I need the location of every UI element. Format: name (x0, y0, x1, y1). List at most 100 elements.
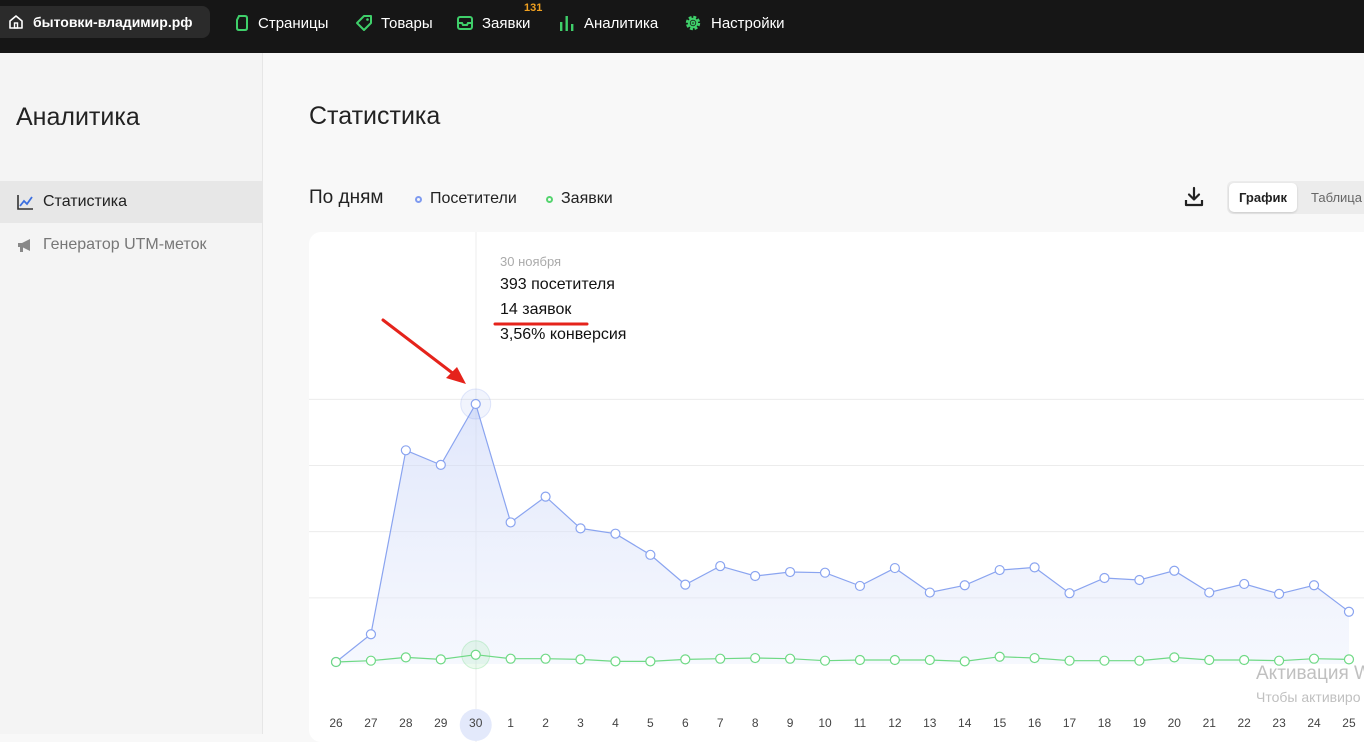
x-tick-label: 6 (682, 716, 689, 730)
x-tick-label: 16 (1028, 716, 1042, 730)
x-tick-label: 11 (854, 716, 867, 730)
nav-pages[interactable]: Страницы (234, 13, 328, 33)
tab-chart[interactable]: График (1229, 183, 1297, 212)
leads-point[interactable] (959, 656, 970, 667)
download-icon[interactable] (1183, 186, 1205, 208)
visitors-point[interactable] (575, 523, 586, 534)
visitors-point[interactable] (610, 528, 621, 539)
visitors-point[interactable] (784, 566, 796, 578)
visitors-point[interactable] (750, 570, 761, 582)
nav-analytics[interactable]: Аналитика (558, 13, 658, 33)
tooltip-conversion: 3,56% конверсия (500, 326, 627, 343)
leads-point[interactable] (1204, 654, 1215, 666)
top-navigation-bar: бытовки-владимир.рф Страницы Товары Заяв… (0, 0, 1364, 53)
legend-visitors[interactable]: Посетители (415, 190, 517, 208)
visitors-point[interactable] (924, 587, 935, 598)
x-tick-label: 2 (542, 716, 549, 730)
visitors-point[interactable] (1204, 587, 1215, 598)
visitors-point[interactable] (889, 562, 900, 574)
leads-point[interactable] (435, 654, 446, 665)
legend-dot (546, 195, 553, 203)
nav-products[interactable]: Товары (355, 13, 433, 33)
nav-products-label: Товары (381, 14, 433, 32)
leads-point[interactable] (1064, 655, 1075, 666)
visitors-point[interactable] (1169, 565, 1180, 576)
leads-point[interactable] (680, 654, 691, 665)
leads-point[interactable] (1343, 654, 1355, 665)
tab-table[interactable]: Таблица (1311, 190, 1362, 205)
visitors-point[interactable] (645, 549, 656, 560)
x-tick-label: 5 (647, 716, 654, 730)
x-tick-label: 21 (1203, 716, 1217, 730)
visitors-point[interactable] (505, 517, 516, 528)
leads-point[interactable] (540, 653, 551, 664)
leads-point[interactable] (715, 653, 726, 664)
visitors-point[interactable] (540, 491, 551, 502)
tooltip-visitors: 393 посетителя (500, 276, 615, 293)
leads-point[interactable] (854, 654, 866, 666)
leads-point[interactable] (470, 649, 481, 660)
visitors-point[interactable] (435, 459, 446, 470)
legend-dot (415, 195, 422, 203)
visitors-point[interactable] (1099, 572, 1110, 584)
leads-point[interactable] (575, 654, 586, 665)
windows-activation-watermark-title: Активация W (1256, 663, 1364, 684)
visitors-point[interactable] (400, 445, 411, 456)
leads-point[interactable] (750, 652, 761, 664)
site-switcher[interactable]: бытовки-владимир.рф (0, 6, 210, 38)
visitors-point[interactable] (1308, 580, 1320, 591)
leads-point[interactable] (994, 651, 1005, 662)
leads-point[interactable] (505, 653, 516, 664)
leads-count-badge: 131 (524, 2, 543, 14)
visitors-point[interactable] (715, 560, 726, 572)
leads-point[interactable] (1274, 655, 1285, 666)
sidebar: Аналитика Статистика Генератор UTM-меток (0, 53, 263, 734)
visitors-point[interactable] (819, 567, 831, 578)
visitors-point[interactable] (1064, 588, 1075, 599)
x-tick-label: 8 (752, 716, 759, 730)
sidebar-item-statistics[interactable]: Статистика (0, 181, 262, 223)
leads-point[interactable] (1099, 655, 1110, 666)
nav-analytics-label: Аналитика (584, 14, 659, 32)
visitors-point[interactable] (1239, 578, 1250, 590)
leads-point[interactable] (819, 655, 831, 666)
visitors-point[interactable] (1029, 562, 1040, 573)
sidebar-title: Аналитика (16, 103, 140, 131)
visitors-point[interactable] (680, 579, 691, 590)
nav-leads-label: Заявки (482, 14, 531, 32)
leads-point[interactable] (610, 656, 621, 667)
nav-leads[interactable]: Заявки (456, 13, 530, 33)
leads-point[interactable] (400, 652, 411, 663)
legend-leads[interactable]: Заявки (546, 190, 613, 208)
leads-point[interactable] (889, 654, 900, 666)
leads-point[interactable] (1239, 654, 1250, 666)
x-tick-label: 19 (1133, 716, 1147, 730)
leads-point[interactable] (645, 656, 656, 667)
page-title: Статистика (309, 102, 441, 130)
visitors-point[interactable] (470, 398, 481, 410)
leads-point[interactable] (1308, 653, 1320, 664)
visitors-point[interactable] (365, 629, 377, 640)
visitors-point[interactable] (1274, 588, 1285, 599)
leads-point[interactable] (924, 654, 935, 666)
visitors-point[interactable] (1134, 574, 1145, 586)
inbox-icon (457, 16, 473, 30)
leads-point[interactable] (1029, 652, 1040, 664)
visitors-point[interactable] (959, 580, 970, 591)
sidebar-item-utm-generator[interactable]: Генератор UTM-меток (0, 224, 262, 266)
leads-point[interactable] (1169, 652, 1180, 663)
leads-point[interactable] (330, 656, 342, 668)
leads-point[interactable] (784, 653, 796, 664)
visitors-point[interactable] (994, 564, 1005, 576)
nav-settings[interactable]: Настройки (683, 13, 785, 33)
x-tick-label: 24 (1307, 716, 1321, 730)
x-tick-label: 20 (1168, 716, 1182, 730)
x-tick-label: 3 (577, 716, 584, 730)
tooltip-date: 30 ноября (500, 254, 562, 269)
daily-stats-chart[interactable]: 26 27 28 29 30 1 2 3 4 5 6 7 8 9 10 11 12 13 14 15 16 17 18 19 2… (309, 232, 1364, 742)
visitors-point[interactable] (854, 580, 866, 592)
visitors-point[interactable] (1343, 606, 1355, 617)
leads-point[interactable] (365, 655, 377, 666)
legend-label: Заявки (561, 190, 613, 207)
leads-point[interactable] (1134, 655, 1145, 666)
